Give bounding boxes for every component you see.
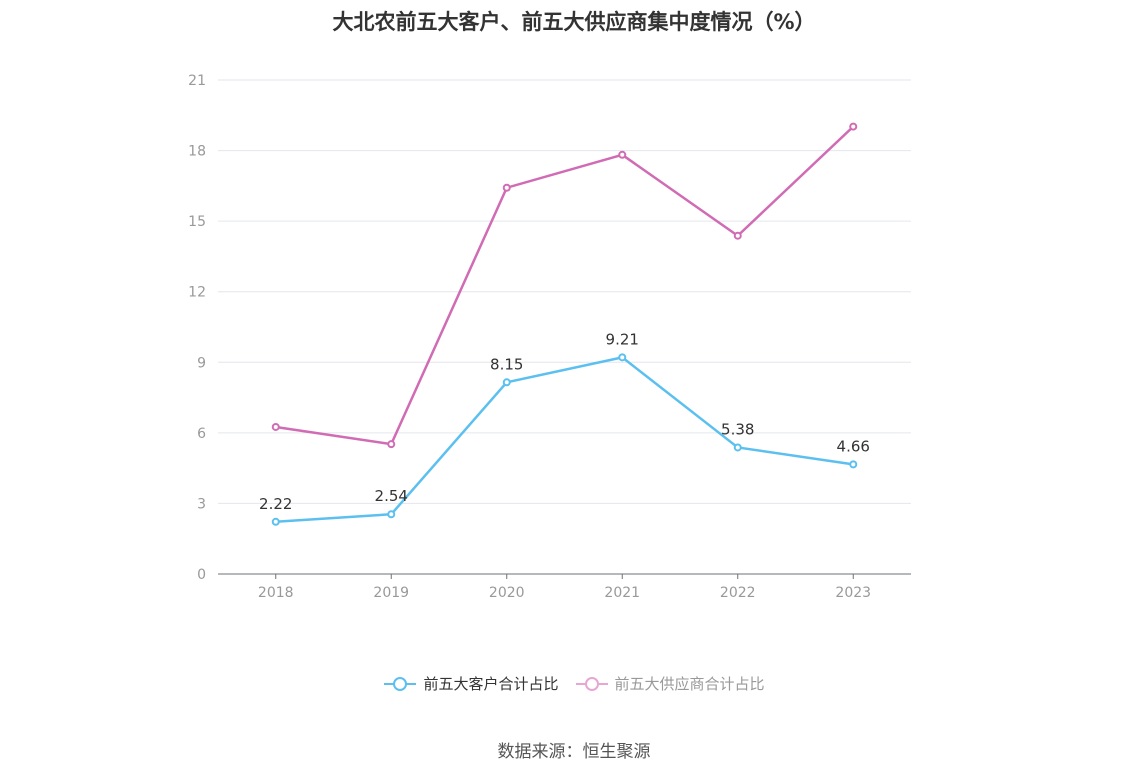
x-tick-label: 2020 bbox=[489, 585, 525, 601]
y-tick-label: 9 bbox=[197, 355, 206, 371]
legend-swatch-customers-icon bbox=[384, 676, 417, 691]
data-point bbox=[849, 122, 858, 131]
legend: 前五大客户合计占比 前五大供应商合计占比 bbox=[0, 673, 1148, 694]
chart-title: 大北农前五大客户、前五大供应商集中度情况（%） bbox=[332, 10, 816, 34]
y-tick-label: 21 bbox=[188, 73, 206, 89]
data-point bbox=[618, 150, 627, 159]
legend-swatch-suppliers-icon bbox=[575, 676, 608, 691]
y-tick-label: 6 bbox=[197, 426, 206, 442]
data-label: 2.54 bbox=[375, 487, 408, 505]
legend-item-customers[interactable]: 前五大客户合计占比 bbox=[383, 673, 559, 694]
y-tick-label: 3 bbox=[197, 496, 206, 512]
data-point bbox=[733, 443, 742, 452]
data-label: 5.38 bbox=[721, 420, 754, 438]
x-tick-label: 2018 bbox=[258, 585, 294, 601]
data-point bbox=[271, 422, 280, 431]
x-tick-label: 2023 bbox=[835, 585, 871, 601]
data-label: 9.21 bbox=[606, 330, 639, 348]
x-tick-label: 2021 bbox=[604, 585, 640, 601]
y-tick-label: 18 bbox=[188, 144, 206, 160]
x-tick-label: 2019 bbox=[373, 585, 409, 601]
data-label: 2.22 bbox=[259, 495, 292, 513]
y-tick-label: 12 bbox=[188, 285, 206, 301]
data-point bbox=[618, 353, 627, 362]
y-tick-label: 0 bbox=[197, 567, 206, 583]
legend-item-suppliers[interactable]: 前五大供应商合计占比 bbox=[575, 673, 765, 694]
data-point bbox=[502, 378, 511, 387]
y-tick-label: 15 bbox=[188, 214, 206, 230]
data-point bbox=[271, 517, 280, 526]
data-point bbox=[387, 510, 396, 519]
data-point bbox=[849, 460, 858, 469]
legend-label-customers: 前五大客户合计占比 bbox=[423, 675, 559, 693]
legend-label-suppliers: 前五大供应商合计占比 bbox=[614, 675, 765, 693]
x-tick-label: 2022 bbox=[720, 585, 756, 601]
series-line-0 bbox=[275, 356, 854, 524]
series-line-1 bbox=[275, 125, 855, 446]
data-label: 4.66 bbox=[837, 437, 870, 455]
data-point bbox=[733, 231, 742, 240]
data-source: 数据来源：恒生聚源 bbox=[497, 742, 651, 762]
data-point bbox=[387, 440, 396, 449]
data-label: 8.15 bbox=[490, 355, 523, 373]
data-point bbox=[502, 183, 511, 192]
